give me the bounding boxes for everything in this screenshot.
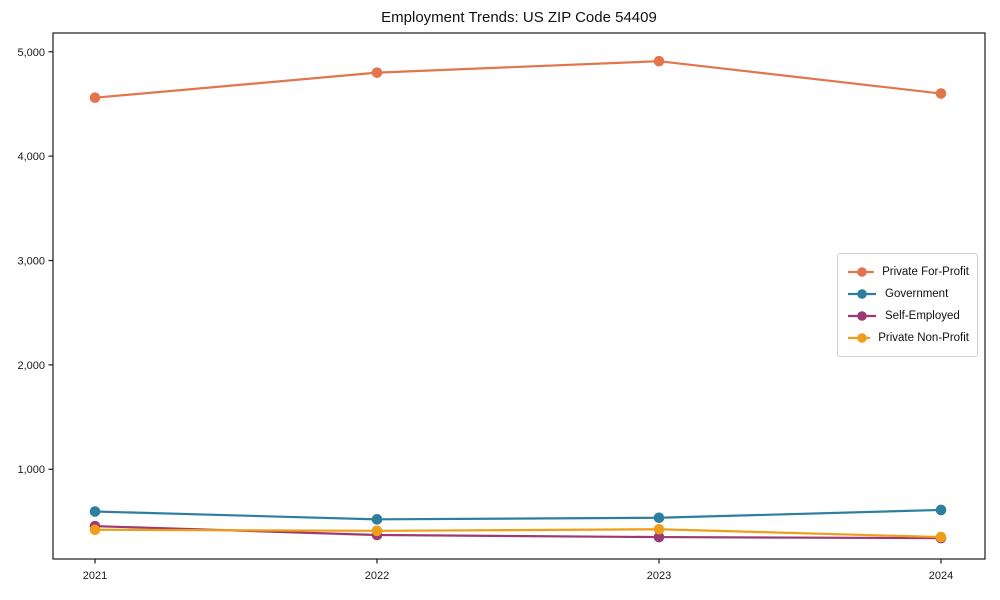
legend-item: Private For-Profit	[847, 261, 969, 283]
data-point-marker	[89, 506, 101, 517]
y-tick-label: 1,000	[17, 464, 45, 476]
data-point-marker	[935, 88, 947, 99]
y-tick-label: 4,000	[17, 151, 45, 163]
legend-line-marker-icon	[848, 267, 875, 277]
legend-item: Government	[847, 283, 969, 305]
data-point-marker	[653, 512, 665, 524]
data-point-marker	[653, 531, 665, 543]
series-line-3	[94, 528, 942, 539]
series-line-0	[94, 60, 942, 99]
legend-line-marker-icon	[848, 289, 876, 299]
legend-item: Private Non-Profit	[847, 327, 969, 349]
legend-item: Self-Employed	[847, 305, 969, 327]
y-tick-label: 3,000	[17, 256, 45, 268]
data-point-marker	[371, 67, 383, 78]
legend-line-marker-icon	[848, 311, 876, 321]
x-tick-label: 2023	[647, 570, 671, 582]
data-point-marker	[935, 504, 947, 516]
legend-line-marker-icon	[848, 333, 871, 343]
data-point-marker	[371, 514, 383, 525]
y-tick-label: 5,000	[17, 47, 45, 59]
y-tick-label: 2,000	[17, 360, 45, 372]
series-line-2	[94, 525, 942, 540]
data-point-marker	[89, 92, 101, 104]
legend-item-label: Self-Employed	[885, 310, 960, 322]
data-point-marker	[653, 55, 665, 67]
x-tick-label: 2022	[365, 570, 389, 582]
legend-item-label: Government	[885, 288, 949, 300]
data-point-marker	[89, 524, 101, 536]
axes-frame	[52, 32, 986, 560]
series-line-1	[94, 508, 942, 521]
legend-item-label: Private For-Profit	[882, 266, 969, 278]
data-point-marker	[935, 531, 947, 543]
x-tick-label: 2024	[929, 570, 953, 582]
data-point-marker	[653, 523, 665, 535]
data-point-marker	[371, 525, 383, 537]
legend-item-label: Private Non-Profit	[878, 332, 969, 344]
chart-title: Employment Trends: US ZIP Code 54409	[381, 9, 657, 26]
legend: Private For-Profit Government Self-Employe…	[837, 253, 978, 357]
x-tick-label: 2021	[83, 570, 107, 582]
